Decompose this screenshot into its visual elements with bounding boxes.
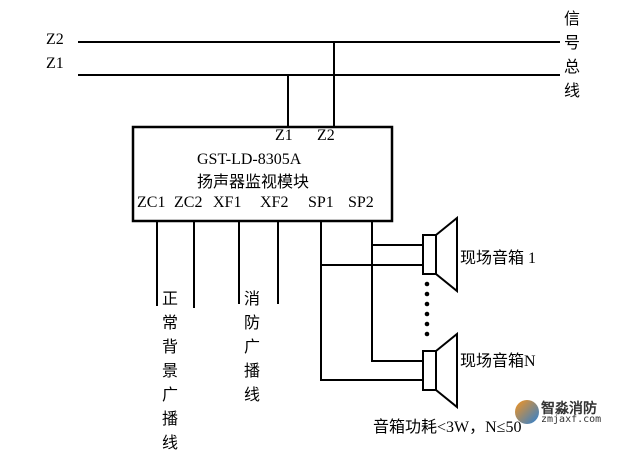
terminal-xf2: XF2 — [260, 194, 289, 211]
terminal-xf1: XF1 — [213, 194, 242, 211]
watermark-logo: 智淼消防 zmjaxf.com — [515, 398, 605, 428]
module-model: GST-LD-8305A — [197, 151, 302, 168]
terminal-zc1: ZC1 — [137, 194, 166, 211]
speaker-1-icon — [422, 215, 458, 294]
watermark-url: zmjaxf.com — [541, 414, 602, 425]
logo-icon — [515, 400, 539, 424]
z1-label: Z1 — [46, 55, 64, 72]
sp1-wire — [320, 221, 423, 381]
module-z2-label: Z2 — [317, 127, 335, 144]
sp2-wire — [371, 221, 423, 362]
z2-label: Z2 — [46, 31, 64, 48]
normal-broadcast-label: 正常背景广播线 — [161, 291, 178, 452]
signal-bus-label: 信号总线 — [563, 11, 580, 100]
speaker-note: 音箱功耗<3W，N≤50 — [373, 419, 522, 436]
terminal-sp2: SP2 — [348, 194, 374, 211]
speaker-1-label: 现场音箱 1 — [460, 250, 537, 267]
module-box — [131, 125, 394, 223]
terminal-sp1: SP1 — [308, 194, 334, 211]
ellipsis-dots — [424, 281, 430, 337]
fire-broadcast-label: 消防广播线 — [243, 291, 260, 404]
terminal-zc2: ZC2 — [174, 194, 203, 211]
module-z1-label: Z1 — [275, 127, 293, 144]
speaker-n-label: 现场音箱N — [460, 353, 536, 370]
speaker-n-icon — [422, 331, 458, 410]
watermark-name: 智淼消防 — [541, 401, 597, 417]
module-name: 扬声器监视模块 — [197, 174, 310, 191]
